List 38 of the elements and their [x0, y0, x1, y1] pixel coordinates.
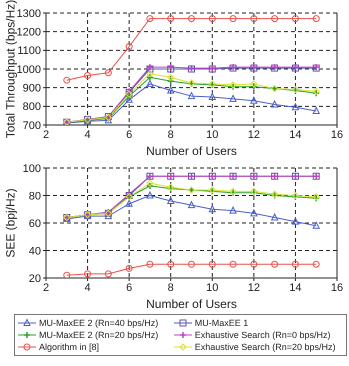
x-tick-label: 10: [206, 282, 218, 294]
x-tick-label: 10: [206, 128, 218, 141]
legend-label: MU-MaxEE 2 (Rn=40 bps/Hz): [39, 318, 158, 328]
x-tick-label: 4: [84, 128, 91, 141]
legend-label: Algorithm in [8]: [39, 342, 100, 352]
x-axis-title: Number of Users: [146, 297, 237, 311]
x-tick-label: 6: [126, 282, 132, 294]
y-tick-label: 40: [28, 245, 41, 258]
x-tick-label: 14: [289, 282, 302, 294]
x-tick-label: 8: [168, 282, 174, 294]
x-tick-label: 12: [248, 282, 260, 294]
y-tick-label: 700: [22, 120, 41, 132]
x-tick-label: 16: [330, 128, 344, 141]
y-tick-label: 1000: [16, 64, 41, 76]
y-tick-label: 60: [28, 218, 41, 230]
x-tick-label: 6: [126, 128, 132, 141]
x-tick-label: 8: [168, 128, 174, 141]
y-tick-label: 100: [22, 162, 41, 175]
x-tick-label: 4: [84, 282, 91, 294]
y-tick-label: 80: [28, 190, 41, 202]
x-tick-label: 2: [42, 128, 50, 141]
x-tick-label: 12: [248, 128, 260, 141]
x-tick-label: 14: [289, 128, 302, 141]
legend-label: Exhaustive Search (Rn=20 bps/Hz): [194, 342, 336, 352]
y-axis-title: Total Throughput (bps/Hz): [3, 0, 18, 138]
y-tick-label: 1100: [17, 45, 41, 58]
y-tick-label: 20: [28, 272, 41, 285]
legend-label: MU-MaxEE 1: [194, 318, 248, 328]
x-tick-label: 2: [42, 282, 50, 294]
legend-label: MU-MaxEE 2 (Rn=20 bps/Hz): [39, 330, 158, 340]
y-tick-label: 900: [22, 82, 41, 95]
y-tick-label: 1300: [16, 8, 41, 20]
y-tick-label: 1200: [16, 26, 41, 39]
x-tick-label: 16: [330, 282, 344, 294]
legend-label: Exhaustive Search (Rn=0 bps/Hz): [194, 330, 331, 340]
y-axis-title: SEE (bpj/Hz): [3, 188, 18, 258]
x-axis-title: Number of Users: [146, 144, 237, 158]
y-tick-label: 800: [22, 101, 41, 114]
